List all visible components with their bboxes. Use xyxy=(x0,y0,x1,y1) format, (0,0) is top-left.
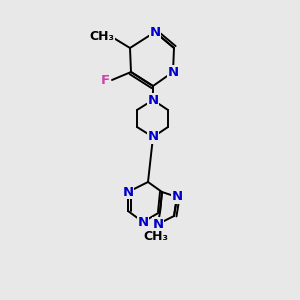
Text: N: N xyxy=(171,190,183,203)
Text: CH₃: CH₃ xyxy=(89,31,114,44)
Text: N: N xyxy=(152,218,164,230)
Text: F: F xyxy=(101,74,110,86)
Text: N: N xyxy=(149,26,161,38)
Text: CH₃: CH₃ xyxy=(143,230,169,244)
Text: N: N xyxy=(167,65,178,79)
Text: N: N xyxy=(147,94,159,106)
Text: N: N xyxy=(137,215,148,229)
Text: N: N xyxy=(147,130,159,143)
Text: N: N xyxy=(122,185,134,199)
